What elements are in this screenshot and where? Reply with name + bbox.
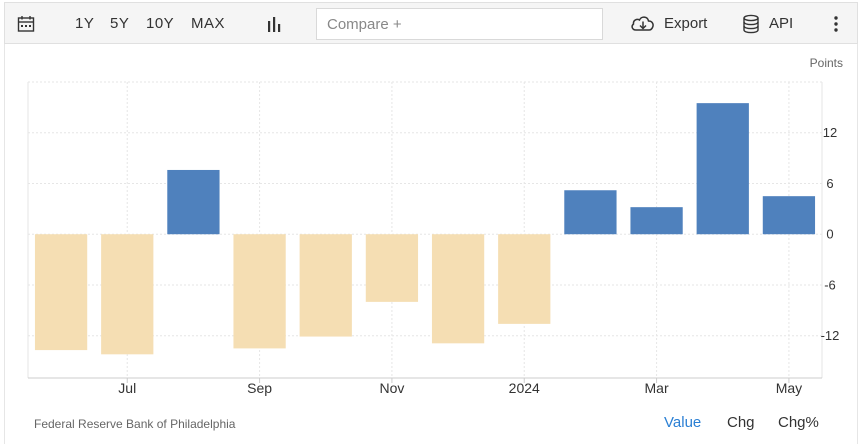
x-tick-label: Sep xyxy=(247,380,272,396)
bar-2023-08[interactable] xyxy=(167,169,220,235)
source-label: Federal Reserve Bank of Philadelphia xyxy=(34,417,236,431)
bar-2024-04[interactable] xyxy=(696,103,749,235)
api-button[interactable]: API xyxy=(769,15,794,32)
bar-chart-type-icon[interactable] xyxy=(266,16,282,32)
bar-2023-10[interactable] xyxy=(299,234,352,337)
database-icon[interactable] xyxy=(742,14,760,34)
cloud-download-icon[interactable] xyxy=(630,14,656,34)
calendar-icon[interactable] xyxy=(17,15,35,33)
chart-frame xyxy=(4,44,858,444)
y-tick-label: 12 xyxy=(823,125,837,140)
bar-2024-01[interactable] xyxy=(498,234,551,324)
range-1y-button[interactable]: 1Y xyxy=(75,15,95,32)
y-tick-label: -12 xyxy=(821,328,840,343)
bar-2023-09[interactable] xyxy=(233,234,286,349)
y-tick-label: 6 xyxy=(826,176,833,191)
bar-2023-11[interactable] xyxy=(365,234,419,302)
export-button[interactable]: Export xyxy=(664,15,708,32)
x-tick-label: Jul xyxy=(118,380,136,396)
y-tick-label: 0 xyxy=(826,227,833,242)
range-10y-button[interactable]: 10Y xyxy=(146,15,175,32)
range-max-button[interactable]: MAX xyxy=(191,15,226,32)
x-tick-label: May xyxy=(776,380,802,396)
bar-2023-06[interactable] xyxy=(34,234,88,351)
tab-value[interactable]: Value xyxy=(664,414,702,431)
bar-2023-07[interactable] xyxy=(101,234,154,355)
y-tick-label: -6 xyxy=(824,277,836,292)
x-tick-label: 2024 xyxy=(509,380,540,396)
bar-2024-03[interactable] xyxy=(630,207,683,235)
tab-chg[interactable]: Chg xyxy=(727,414,755,431)
bar-2024-02[interactable] xyxy=(564,190,617,235)
range-5y-button[interactable]: 5Y xyxy=(110,15,130,32)
toolbar: 1Y 5Y 10Y MAX Export API xyxy=(4,2,858,44)
tab-chg-pct[interactable]: Chg% xyxy=(778,414,819,431)
x-tick-label: Mar xyxy=(645,380,669,396)
bar-2024-05[interactable] xyxy=(762,196,816,235)
compare-input[interactable] xyxy=(316,8,603,40)
more-options-icon[interactable] xyxy=(833,16,839,32)
bar-2023-12[interactable] xyxy=(431,234,485,344)
y-axis-unit-label: Points xyxy=(810,56,843,70)
x-tick-label: Nov xyxy=(379,380,404,396)
